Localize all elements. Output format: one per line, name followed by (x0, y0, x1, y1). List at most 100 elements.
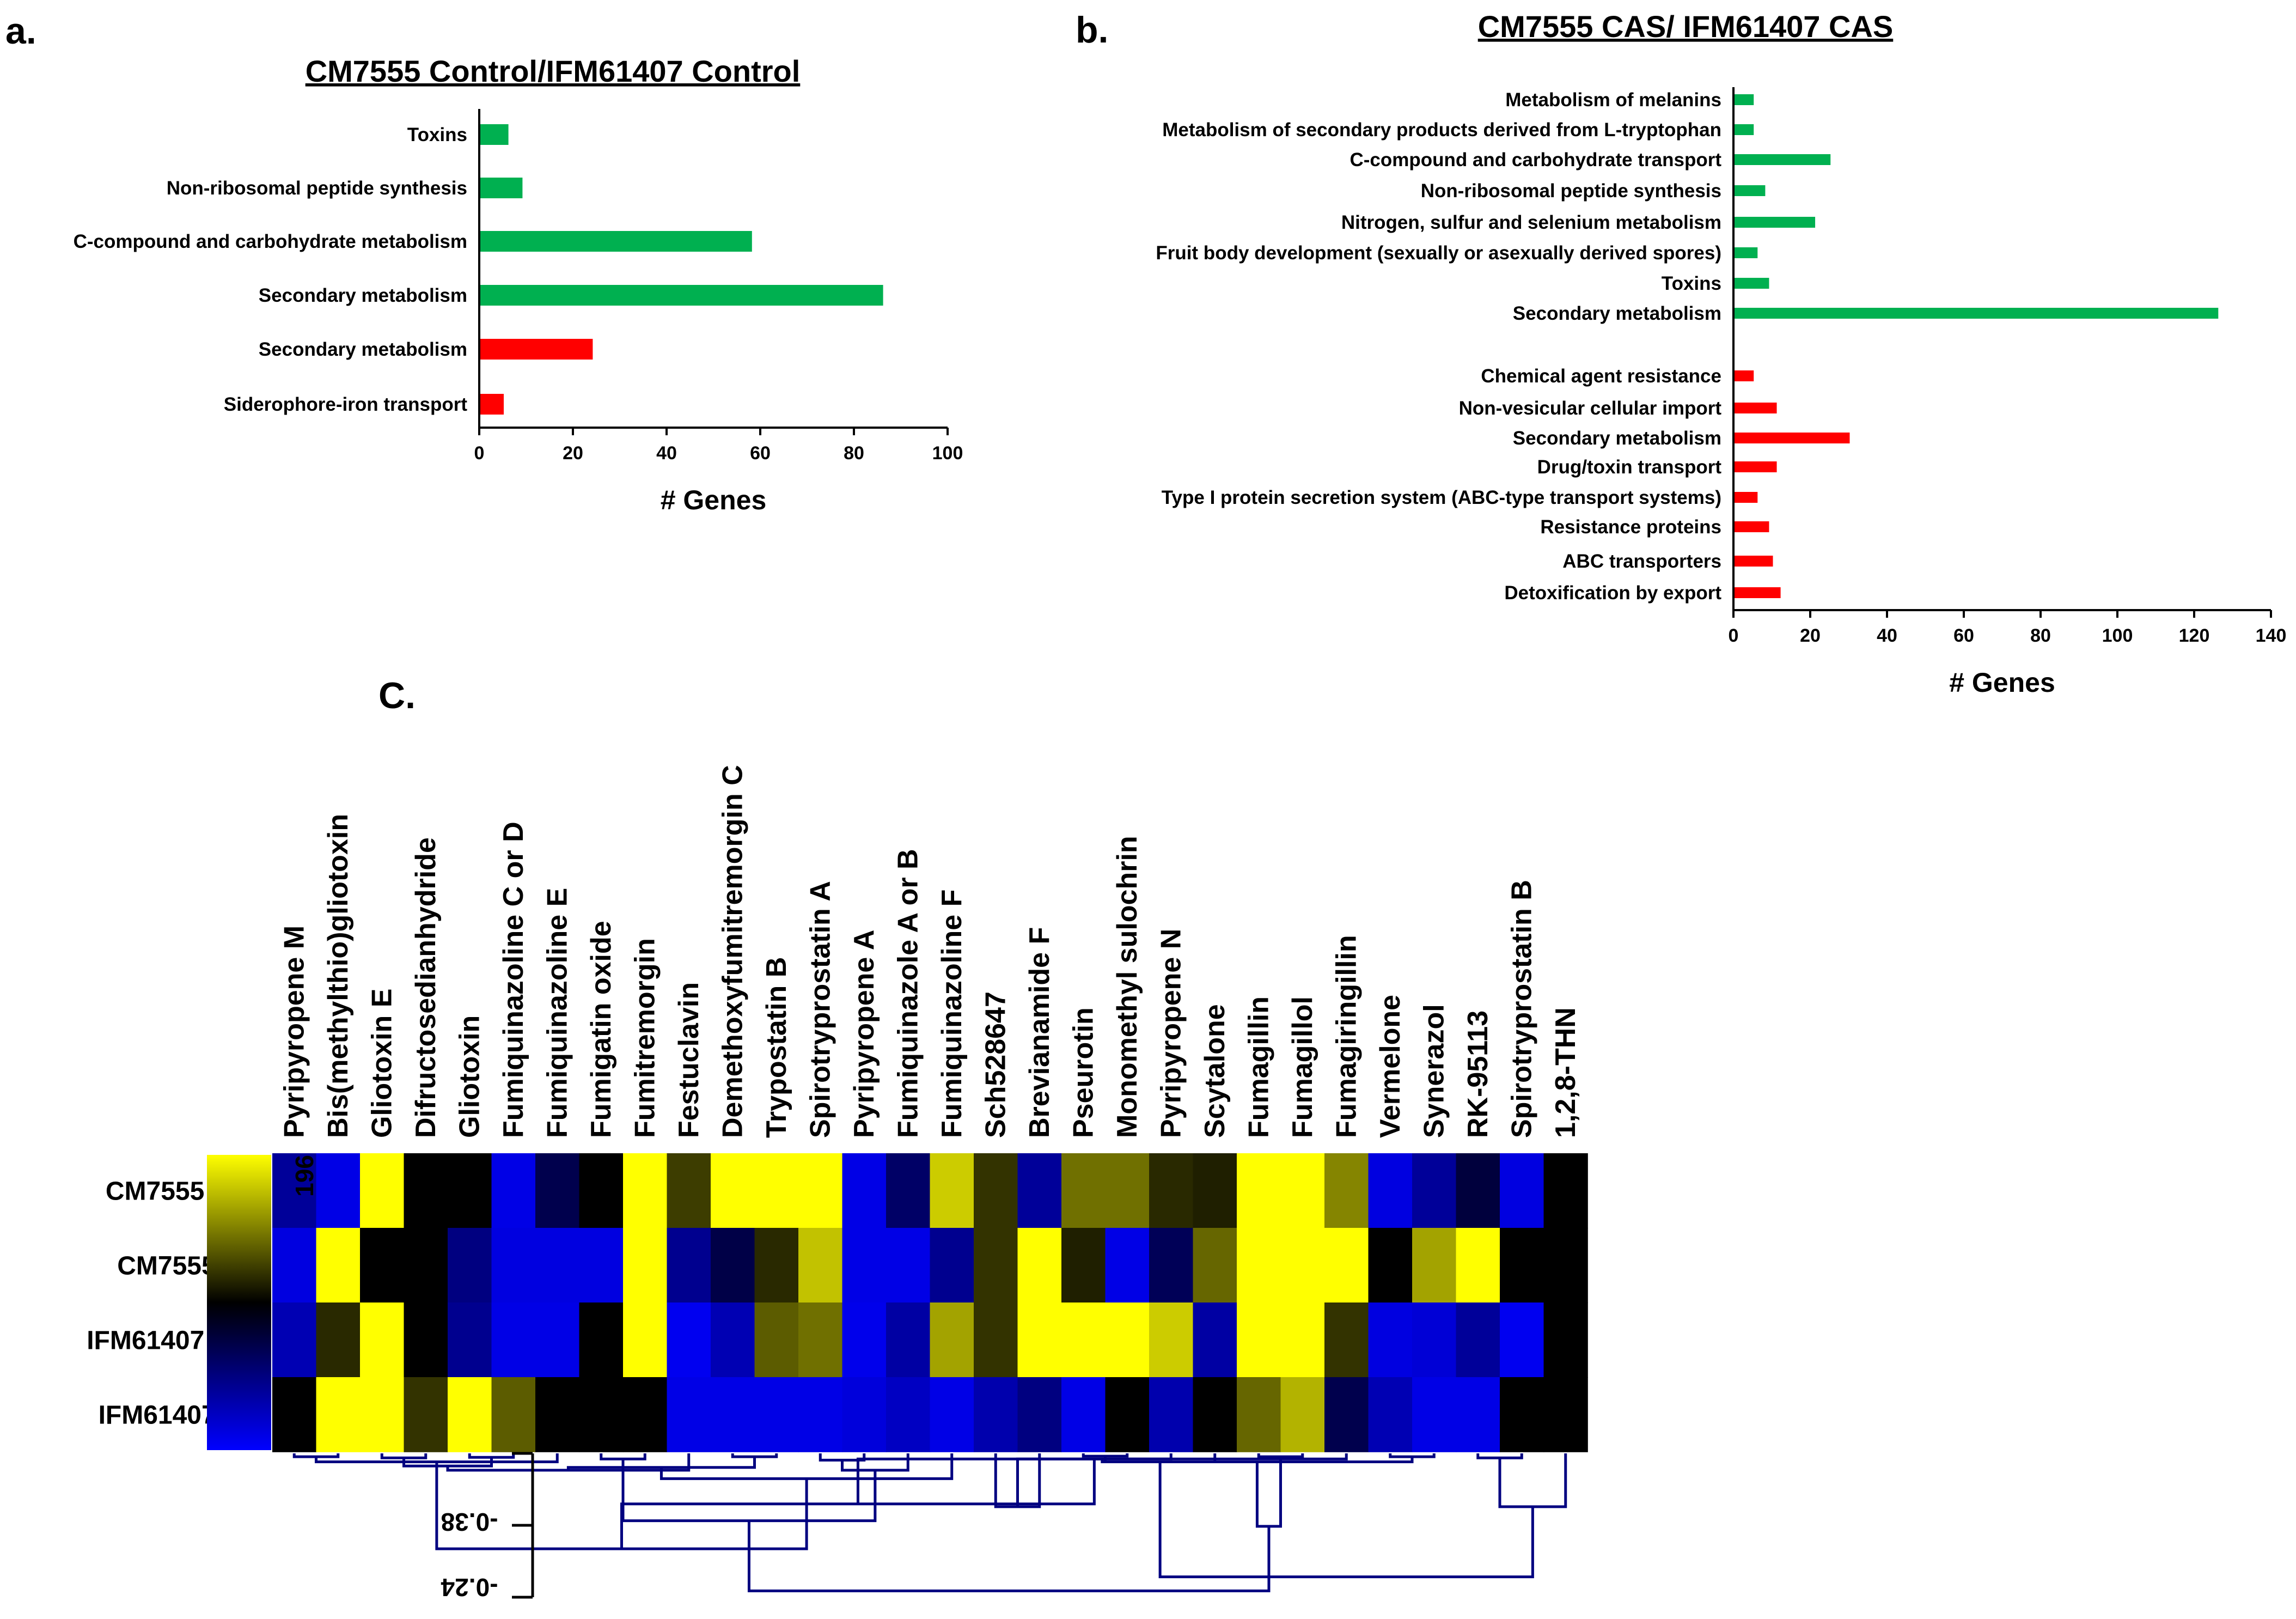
column-label: Fumagillol (1287, 996, 1318, 1138)
x-tick-label: 140 (2256, 625, 2287, 646)
heatmap-cell (1061, 1228, 1106, 1303)
heatmap-cell (711, 1153, 755, 1228)
heatmap-cell (316, 1228, 361, 1303)
bar (1735, 217, 1816, 228)
x-tick-label: 60 (750, 443, 771, 464)
dendrogram-link (1158, 1462, 1534, 1579)
x-tick-label: 0 (474, 443, 485, 464)
category-label: Nitrogen, sulfur and selenium metabolism (1341, 212, 1721, 233)
x-axis-title: # Genes (661, 485, 767, 515)
category-label: Metabolism of melanins (1505, 89, 1721, 111)
heatmap-cell (667, 1377, 711, 1452)
column-label: Gliotoxin E (366, 989, 398, 1138)
chart-b: 0 20 40 60 80 100 120 140 # Genes Metabolism of m… (1156, 87, 2286, 698)
heatmap-cell (1280, 1228, 1325, 1303)
panel-c-letter: C. (378, 675, 416, 716)
heatmap-cell (1149, 1228, 1194, 1303)
heatmap-cell (886, 1302, 931, 1378)
heatmap-cell (360, 1228, 405, 1303)
heatmap-cell (1237, 1302, 1281, 1378)
bar (1735, 185, 1766, 196)
heatmap-cell (1368, 1228, 1413, 1303)
column-label: Monomethyl sulochrin (1112, 836, 1143, 1138)
dendrogram-link (1257, 1453, 1304, 1458)
column-label: Bis(methylthio)gliotoxin (322, 814, 354, 1138)
bar (480, 231, 752, 252)
column-label: Festuclavin (673, 982, 705, 1138)
heatmap-cell (1412, 1228, 1457, 1303)
heatmap-cell (1500, 1377, 1544, 1452)
heatmap-cell (623, 1228, 668, 1303)
heatmap-cell (1500, 1228, 1544, 1303)
heatmap-cell (974, 1153, 1018, 1228)
color-scale-legend: 196 0.01 (207, 1155, 319, 1450)
heatmap-cell (974, 1377, 1018, 1452)
column-label: Fumitremorgin (629, 938, 661, 1138)
column-label: Sch528647 (980, 991, 1011, 1138)
heatmap-cell (930, 1377, 974, 1452)
heatmap-cell (1543, 1302, 1588, 1378)
column-label: Fumiquinazole A or B (892, 849, 924, 1138)
heatmap-cell (579, 1153, 624, 1228)
heatmap-cell (404, 1153, 448, 1228)
heatmap-cell (1324, 1228, 1369, 1303)
column-label: Synerazol (1418, 1004, 1450, 1138)
column-label: Pyripyropene A (848, 930, 880, 1138)
column-label: Fumigatin oxide (585, 921, 617, 1138)
heatmap-cell (316, 1302, 361, 1378)
heatmap-cell (1149, 1153, 1194, 1228)
x-tick-label: 40 (1877, 625, 1897, 646)
heatmap-cell (579, 1302, 624, 1378)
heatmap-cell (667, 1302, 711, 1378)
color-scale-bar (207, 1155, 271, 1450)
heatmap-cell (1280, 1302, 1325, 1378)
bar (1735, 587, 1781, 598)
x-tick-label: 20 (1800, 625, 1821, 646)
column-label: Demethoxyfumitremorgin C (717, 765, 748, 1138)
x-tick-label: 120 (2179, 625, 2210, 646)
heatmap-cell (1017, 1302, 1062, 1378)
category-label: C-compound and carbohydrate transport (1349, 149, 1721, 171)
heatmap-cell (623, 1302, 668, 1378)
heatmap-cell (798, 1153, 843, 1228)
column-label: Gliotoxin (454, 1015, 485, 1138)
heatmap-cell (798, 1228, 843, 1303)
column-label: 1,2,8-THN (1550, 1007, 1581, 1138)
category-label: Siderophore-iron transport (224, 394, 468, 415)
column-label: Pyripyropene M (278, 926, 310, 1138)
heatmap-cell (886, 1377, 931, 1452)
dendrogram-link (380, 1453, 428, 1459)
heatmap-cell (754, 1228, 799, 1303)
heatmap-cell (448, 1377, 492, 1452)
heatmap-cell (1543, 1153, 1588, 1228)
heatmap-cell (711, 1228, 755, 1303)
heatmap-cell (667, 1228, 711, 1303)
heatmap-cell (1456, 1302, 1500, 1378)
column-label: Fumiquinazoline F (936, 890, 968, 1138)
chart-a: 0 20 40 60 80 100 # Genes Toxins Non-ribosomal p… (74, 109, 963, 515)
heatmap-cell (623, 1377, 668, 1452)
heatmap-cell (1456, 1153, 1500, 1228)
heatmap-cell (535, 1377, 580, 1452)
heatmap-cell (1061, 1153, 1106, 1228)
column-label: Trypostatin B (761, 957, 792, 1138)
heatmap-cell (1543, 1377, 1588, 1452)
dendrogram-link (1255, 1457, 1282, 1528)
bar (1735, 433, 1850, 443)
heatmap-cell (579, 1377, 624, 1452)
heatmap: Pyripyropene M Bis(methylthio)gliotoxin Gl… (87, 765, 1588, 1452)
bar (480, 178, 523, 198)
category-label: Secondary metabolism (259, 285, 467, 306)
bar (1735, 247, 1758, 258)
color-scale-max-label: 196 (290, 1155, 319, 1197)
heatmap-cell (1237, 1377, 1281, 1452)
category-label: Detoxification by export (1504, 582, 1721, 604)
heatmap-cell (1193, 1153, 1237, 1228)
heatmap-cell (404, 1302, 448, 1378)
dendrogram-link (1082, 1453, 1129, 1458)
heatmap-cell (1456, 1377, 1500, 1452)
heatmap-cell (1280, 1377, 1325, 1452)
heatmap-cell (404, 1228, 448, 1303)
heatmap-cell (842, 1228, 887, 1303)
